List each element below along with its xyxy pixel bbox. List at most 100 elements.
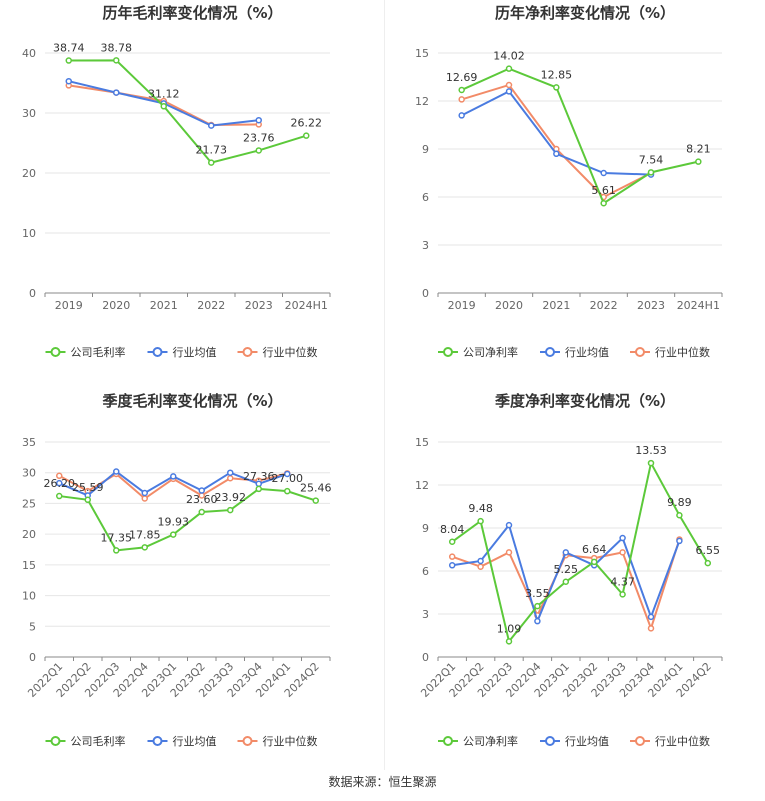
x-tick-label: 2022 bbox=[590, 299, 618, 312]
data-point-avg bbox=[477, 557, 484, 565]
legend-marker bbox=[443, 736, 453, 746]
data-point-company bbox=[505, 65, 513, 72]
data-label: 4.37 bbox=[610, 575, 635, 588]
series-line-company bbox=[451, 460, 709, 644]
data-label: 19.93 bbox=[158, 516, 190, 529]
series-line-company bbox=[461, 67, 699, 205]
data-point-company bbox=[303, 132, 310, 139]
legend-marker bbox=[242, 736, 253, 746]
data-point-company bbox=[534, 602, 541, 610]
data-point-company bbox=[553, 84, 560, 91]
data-label: 26.22 bbox=[291, 117, 323, 130]
y-tick-label: 25 bbox=[22, 497, 36, 510]
data-point-company bbox=[255, 485, 262, 493]
data-point-company bbox=[198, 508, 205, 516]
legend-item-avg: 行业均值 bbox=[147, 346, 217, 359]
chart-svg: 历年净利率变化情况（%） 0 3 6 9 12 15 2019 2020 2021 2022 2023… bbox=[415, 4, 723, 359]
chart-annual-gross-margin: 历年毛利率变化情况（%） 0 10 20 30 40 2019 2020 2021 2022 202… bbox=[0, 0, 382, 380]
data-point-avg bbox=[113, 89, 120, 96]
legend-marker bbox=[152, 736, 163, 746]
data-label: 12.85 bbox=[541, 68, 573, 81]
x-tick-label: 2023 bbox=[637, 299, 665, 312]
y-tick-label: 15 bbox=[415, 47, 429, 60]
series-line-avg bbox=[461, 90, 652, 176]
data-point-company bbox=[65, 57, 72, 64]
legend-marker bbox=[242, 347, 253, 357]
data-point-company bbox=[647, 459, 655, 467]
data-point-median bbox=[56, 472, 63, 480]
data-point-median bbox=[477, 563, 484, 570]
legend-item-company: 公司毛利率 bbox=[45, 734, 126, 748]
data-point-avg bbox=[141, 489, 148, 497]
y-tick-label: 10 bbox=[22, 590, 36, 603]
legend-item-median: 行业中位数 bbox=[630, 734, 710, 748]
legend-marker bbox=[443, 347, 453, 357]
data-point-avg bbox=[505, 88, 513, 95]
data-point-avg bbox=[198, 487, 205, 494]
data-point-median bbox=[227, 474, 234, 482]
y-tick-label: 5 bbox=[29, 620, 36, 633]
data-label: 9.89 bbox=[667, 496, 692, 509]
x-tick-label: 2019 bbox=[55, 299, 83, 312]
legend-label: 公司毛利率 bbox=[71, 345, 126, 359]
chart-annual-net-margin: 历年净利率变化情况（%） 0 3 6 9 12 15 2019 2020 2021 2022 2023… bbox=[383, 0, 765, 380]
data-point-avg bbox=[448, 562, 456, 569]
data-point-company bbox=[647, 169, 655, 176]
data-point-company bbox=[208, 159, 215, 166]
data-point-median bbox=[505, 549, 513, 556]
data-label: 23.60 bbox=[186, 493, 218, 506]
x-tick-label: 2020 bbox=[495, 299, 523, 312]
y-tick-label: 12 bbox=[415, 479, 429, 492]
legend-item-avg: 行业均值 bbox=[540, 346, 609, 359]
legend-label: 行业中位数 bbox=[263, 734, 318, 748]
data-source-note: 数据来源：恒生聚源 bbox=[328, 775, 437, 789]
data-point-avg bbox=[113, 468, 120, 475]
legend-marker bbox=[545, 736, 555, 746]
legend-label: 行业均值 bbox=[173, 735, 217, 748]
series-line-company bbox=[59, 487, 317, 552]
legend-item-median: 行业中位数 bbox=[237, 734, 318, 748]
data-label: 12.69 bbox=[446, 71, 478, 84]
chart-title: 历年净利率变化情况（%） bbox=[495, 4, 675, 22]
data-label: 17.85 bbox=[129, 528, 161, 541]
y-tick-label: 6 bbox=[422, 191, 429, 204]
data-point-company bbox=[600, 199, 607, 207]
y-tick-label: 9 bbox=[422, 522, 429, 535]
legend-marker bbox=[635, 736, 645, 746]
data-point-company bbox=[619, 591, 626, 598]
chart-quarterly-net-margin: 季度净利率变化情况（%） 0 3 6 9 12 15 2022Q1 2022Q2 2022Q3 20… bbox=[383, 388, 765, 768]
data-point-company bbox=[505, 638, 513, 645]
legend-item-company: 公司毛利率 bbox=[45, 345, 126, 359]
legend-marker bbox=[545, 347, 555, 357]
data-label: 27.00 bbox=[272, 472, 304, 485]
data-point-company bbox=[477, 517, 484, 525]
y-tick-label: 10 bbox=[22, 227, 36, 240]
legend-marker bbox=[152, 347, 163, 357]
data-point-median bbox=[448, 553, 456, 560]
series-line-company bbox=[68, 59, 307, 164]
y-tick-label: 20 bbox=[22, 528, 36, 541]
y-tick-label: 15 bbox=[22, 559, 36, 572]
data-label: 23.92 bbox=[215, 491, 247, 504]
data-point-company bbox=[284, 487, 291, 495]
y-tick-label: 3 bbox=[422, 239, 429, 252]
legend-item-median: 行业中位数 bbox=[237, 345, 318, 359]
chart-svg: 历年毛利率变化情况（%） 0 10 20 30 40 2019 2020 2021 2022 202… bbox=[22, 4, 331, 359]
data-point-company bbox=[448, 538, 456, 546]
legend-item-avg: 行业均值 bbox=[147, 735, 217, 748]
legend-label: 行业中位数 bbox=[655, 734, 710, 748]
data-point-company bbox=[704, 559, 712, 567]
legend-item-avg: 行业均值 bbox=[540, 735, 609, 748]
y-tick-label: 15 bbox=[415, 436, 429, 449]
legend-marker bbox=[635, 347, 645, 357]
data-label: 9.48 bbox=[468, 502, 493, 515]
y-tick-label: 0 bbox=[29, 651, 36, 664]
data-point-avg bbox=[170, 473, 177, 480]
data-label: 25.46 bbox=[300, 482, 332, 495]
y-tick-label: 30 bbox=[22, 467, 36, 480]
chart-title: 季度毛利率变化情况（%） bbox=[102, 392, 282, 410]
data-label: 21.73 bbox=[196, 144, 228, 157]
data-label: 5.61 bbox=[591, 184, 616, 197]
data-point-avg bbox=[255, 116, 262, 124]
data-point-company bbox=[227, 506, 234, 514]
